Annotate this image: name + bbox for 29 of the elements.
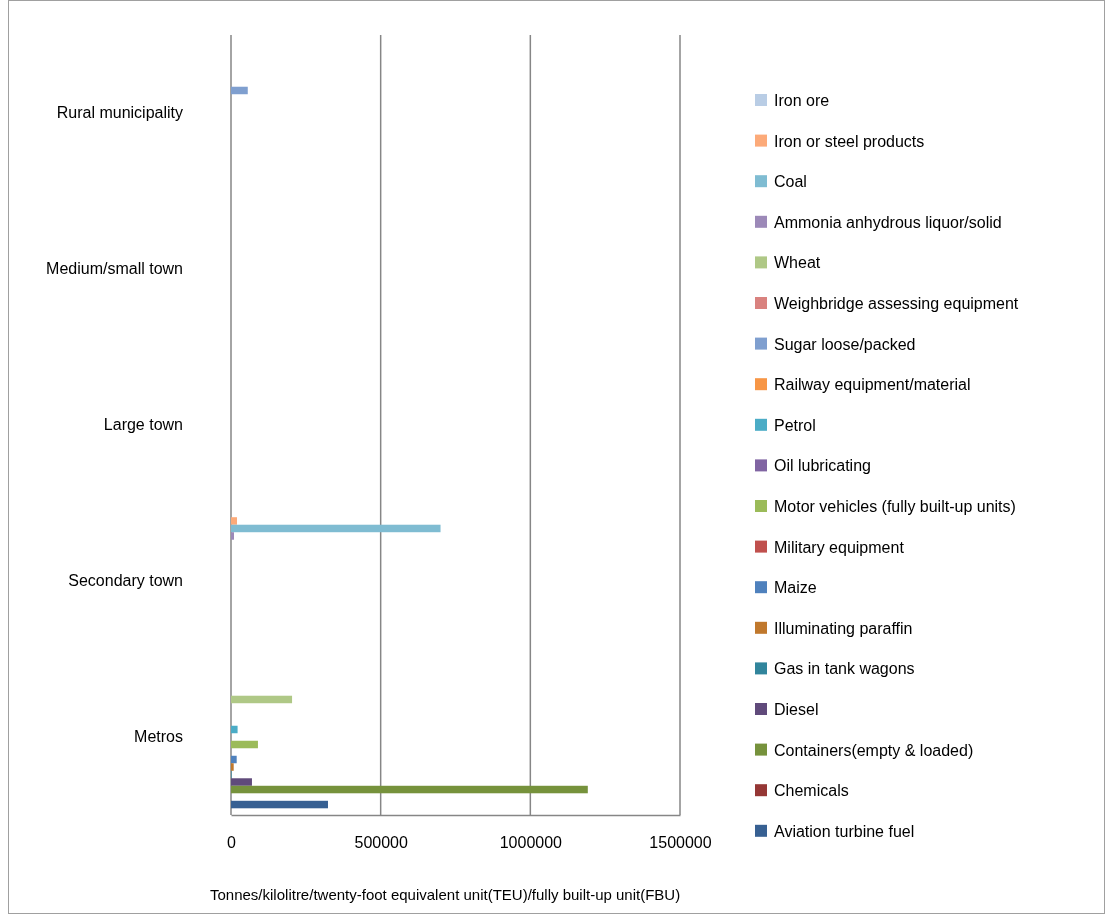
legend-label: Motor vehicles (fully built-up units) xyxy=(774,498,1016,515)
legend-label: Petrol xyxy=(774,416,816,434)
x-tick-label: 500000 xyxy=(354,834,408,852)
legend-label: Diesel xyxy=(774,701,819,718)
y-tick-label: Metros xyxy=(134,728,183,746)
legend-label: Iron ore xyxy=(774,92,830,109)
legend-label: Oil lubricating xyxy=(774,457,871,475)
y-tick-label: Secondary town xyxy=(68,572,183,590)
x-tick-label: 1000000 xyxy=(499,834,563,852)
legend-label: Military equipment xyxy=(774,538,905,556)
legend-label: Chemicals xyxy=(774,782,849,800)
legend-label: Gas in tank wagons xyxy=(774,660,915,678)
legend-label: Railway equipment/material xyxy=(774,376,971,394)
legend-label: Maize xyxy=(774,579,817,597)
y-tick-label: Large town xyxy=(103,416,183,434)
x-tick-label: 0 xyxy=(227,834,237,852)
legend-label: Weighbridge assessing equipment xyxy=(774,295,1019,312)
x-axis-title: Tonnes/kilolitre/twenty-foot equivalent unit(TEU)/fully built-up unit(FBU) xyxy=(210,886,681,903)
legend-label: Coal xyxy=(774,173,807,191)
legend-label: Aviation turbine fuel xyxy=(774,822,915,840)
legend-label: Wheat xyxy=(774,254,821,272)
legend-label: Ammonia anhydrous liquor/solid xyxy=(774,213,1002,231)
legend-label: Sugar loose/packed xyxy=(774,335,916,353)
legend-label: Containers(empty & loaded) xyxy=(774,741,974,759)
y-tick-label: Rural municipality xyxy=(56,104,183,122)
legend-label: Iron or steel products xyxy=(774,132,925,150)
x-tick-label: 1500000 xyxy=(649,834,712,852)
legend-label: Illuminating paraffin xyxy=(774,619,913,637)
y-tick-label: Medium/small town xyxy=(46,260,183,278)
